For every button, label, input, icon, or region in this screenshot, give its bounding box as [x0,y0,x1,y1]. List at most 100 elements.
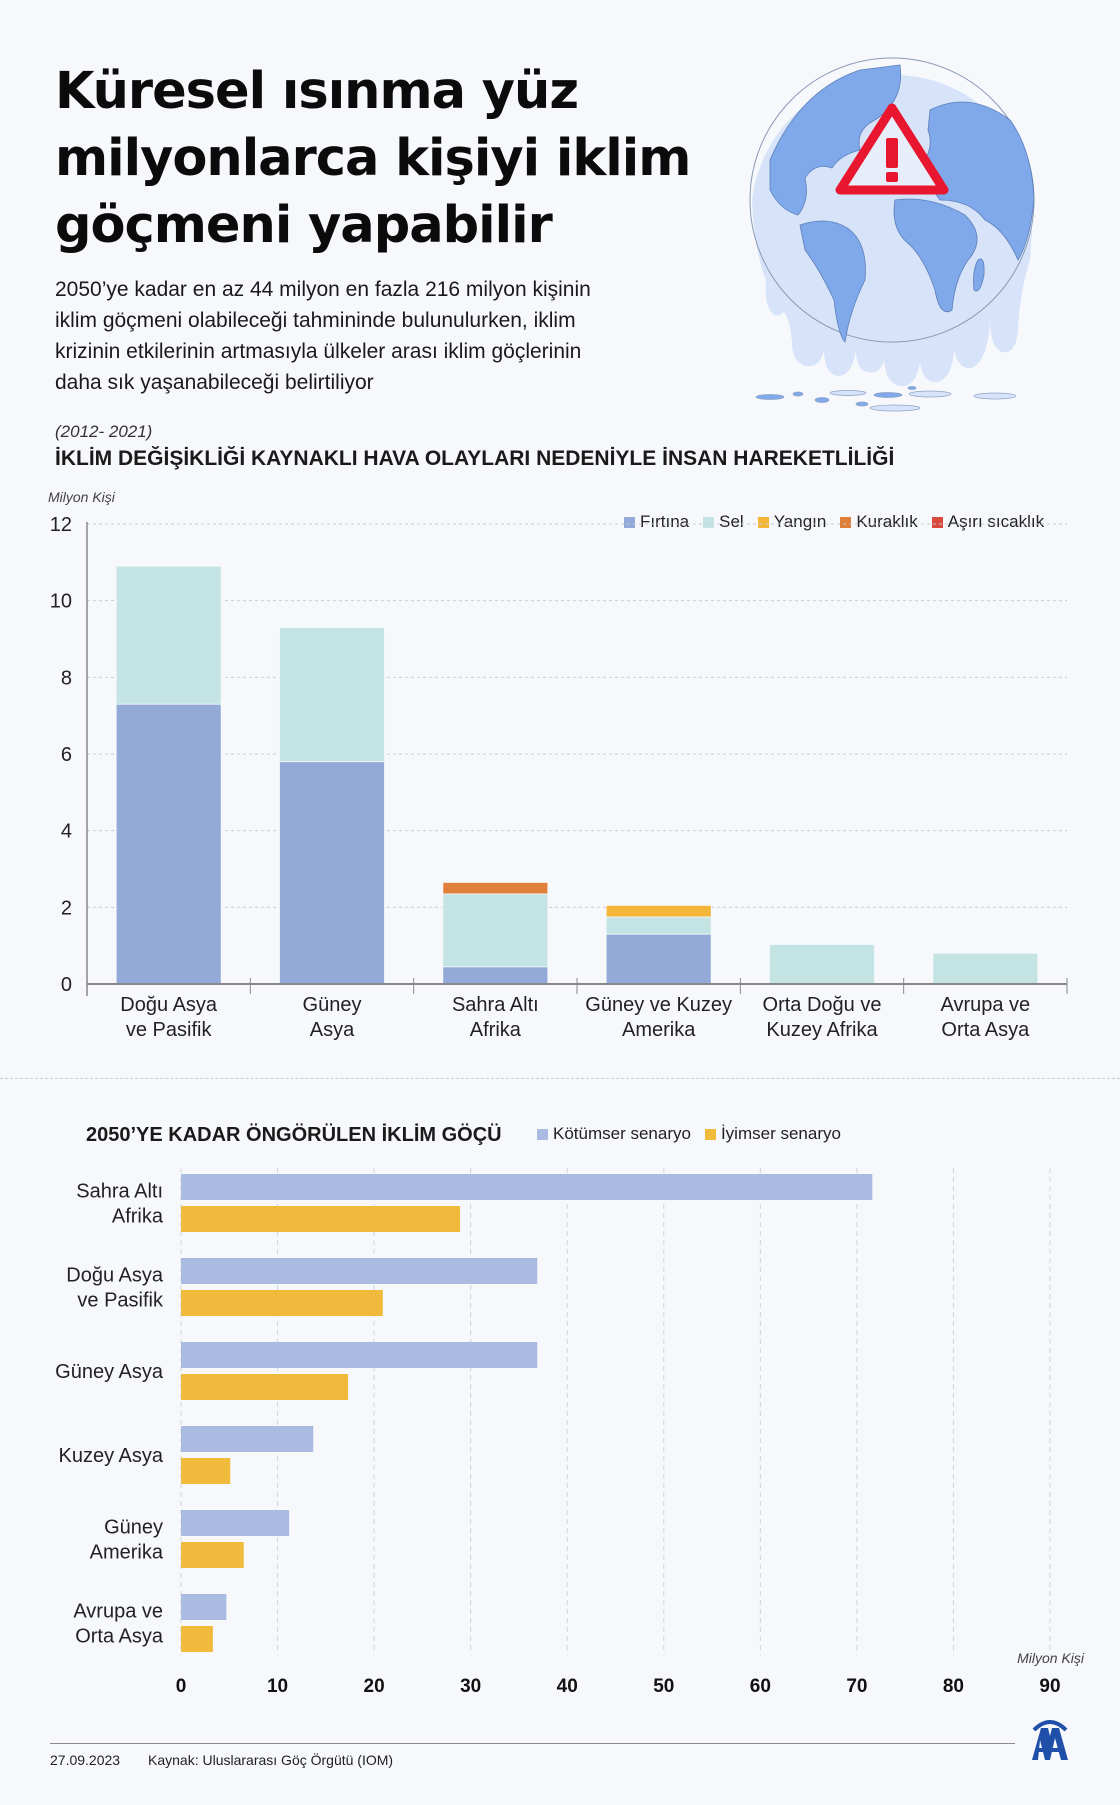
footer-source: Kaynak: Uluslararası Göç Örgütü (IOM) [148,1752,394,1768]
x-tick-label: Güney ve Kuzey [585,994,732,1016]
bar-segment [115,703,222,985]
category-label: Güney Asya [55,1361,164,1383]
chart1-stacked-bars: 0 2 4 6 8 10 12 Doğu Asya ve Pasifik Güney Asya Sah… [50,514,1068,1041]
footer-date: 27.09.2023 [50,1752,121,1768]
bar [181,1510,290,1536]
bar-segment [442,966,549,985]
legend-item-sel: Sel [703,512,744,532]
title-line: göçmeni yapabilir [55,196,553,255]
footer-rule [50,1743,1015,1744]
legend-label: Aşırı sıcaklık [947,512,1045,531]
category-label: Kuzey Asya [58,1445,163,1467]
x-tick-label: Güney [303,994,362,1016]
x-tick-label: 70 [846,1676,867,1697]
legend-item-kotumser: Kötümser senaryo [537,1124,691,1144]
chart2-horizontal-bars: 0 10 20 30 40 50 60 70 80 90 Sahra Altı Afrika Doğu … [55,1168,1061,1697]
chart1-subtitle: (2012- 2021) [55,422,153,441]
y-tick-label: 2 [61,897,72,919]
x-tick-label: 40 [557,1676,578,1697]
puddle-drops [755,386,1017,412]
x-tick-label: Kuzey Afrika [766,1019,878,1041]
chart1-title: İKLİM DEĞİŞİKLİĞİ KAYNAKLI HAVA OLAYLARI… [55,447,895,470]
bar-segment [442,882,549,895]
x-tick-label: 60 [750,1676,771,1697]
legend-swatch [757,516,769,528]
x-tick-label: 30 [460,1676,481,1697]
x-tick-label: ve Pasifik [126,1019,213,1041]
bar-segment [279,627,385,763]
x-tick-label: Afrika [470,1019,522,1041]
bar-segment [115,565,222,705]
chart2-x-unit: Milyon Kişi [1017,1650,1084,1666]
x-tick-label: Orta Asya [941,1019,1030,1041]
x-tick-label: Asya [310,1019,355,1041]
title-line: milyonlarca kişiyi iklim [55,129,691,188]
category-label: Afrika [112,1206,164,1228]
legend-swatch [703,516,715,528]
lead-line: iklim göçmeni olabileceği tahmininde bul… [55,309,576,332]
category-label: Avrupa ve [73,1601,163,1623]
legend-swatch [931,516,943,528]
aa-logo-icon [1032,1720,1068,1760]
section-divider [0,1078,1120,1079]
x-tick-label: Amerika [622,1019,696,1041]
y-tick-label: 12 [50,514,72,536]
y-tick-label: 4 [61,821,72,843]
bar-segment [932,952,1039,985]
bar [181,1374,349,1400]
x-tick-label: 80 [943,1676,964,1697]
y-tick-label: 6 [61,744,72,766]
y-tick-label: 0 [61,974,72,996]
legend-swatch [704,1128,716,1140]
legend-label: Fırtına [640,512,690,531]
lead-line: 2050’ye kadar en az 44 milyon en fazla 2… [55,278,591,301]
bar [181,1174,873,1200]
bar [181,1626,213,1652]
chart2-title: 2050’YE KADAR ÖNGÖRÜLEN İKLİM GÖÇÜ [86,1124,502,1146]
chart2-legend: Kötümser senaryo İyimser senaryo [537,1124,841,1144]
bar [181,1426,314,1452]
chart1-y-unit: Milyon Kişi [48,489,115,505]
legend-label: Kuraklık [856,512,918,531]
lead-line: krizinin etkilerinin artmasıyla ülkeler … [55,340,582,363]
bar-segment [442,893,549,968]
bar [181,1594,227,1620]
category-label: Doğu Asya [66,1265,164,1287]
bar-segment [605,905,712,918]
y-tick-label: 10 [50,591,72,613]
x-tick-label: 10 [267,1676,288,1697]
category-label: Orta Asya [75,1626,164,1648]
bar-segment [605,933,712,985]
bar [181,1458,231,1484]
lead-paragraph: 2050’ye kadar en az 44 milyon en fazla 2… [55,274,675,398]
category-label: ve Pasifik [77,1290,164,1312]
legend-item-asiri-sicaklik: Aşırı sıcaklık [931,512,1045,532]
x-tick-label: Orta Doğu ve [763,994,882,1016]
x-tick-label: 20 [364,1676,385,1697]
x-tick-label: Avrupa ve [940,994,1030,1016]
page-title: Küresel ısınma yüz milyonlarca kişiyi ik… [55,58,695,259]
bar [181,1542,244,1568]
x-tick-label: 0 [176,1676,187,1697]
legend-item-kuraklik: Kuraklık [840,512,918,532]
chart1-legend: Fırtına Sel Yangın Kuraklık Aşırı sıcakl… [624,512,1044,532]
bar [181,1290,383,1316]
bar-segment [279,761,385,985]
continents [769,64,1035,343]
legend-item-yangin: Yangın [757,512,826,532]
legend-swatch [537,1128,548,1140]
legend-item-iyimser: İyimser senaryo [704,1124,841,1144]
legend-label: Sel [719,512,744,531]
legend-label: İyimser senaryo [720,1124,841,1143]
x-tick-label: Doğu Asya [120,994,218,1016]
bar [181,1258,538,1284]
bar [181,1206,461,1232]
legend-label: Kötümser senaryo [553,1124,691,1143]
melting-globe-icon [749,57,1035,412]
legend-swatch [624,516,635,528]
category-label: Amerika [90,1542,164,1564]
bar-segment [769,944,875,985]
title-line: Küresel ısınma yüz [55,62,579,121]
bar [181,1342,538,1368]
bar-segment [605,916,712,935]
